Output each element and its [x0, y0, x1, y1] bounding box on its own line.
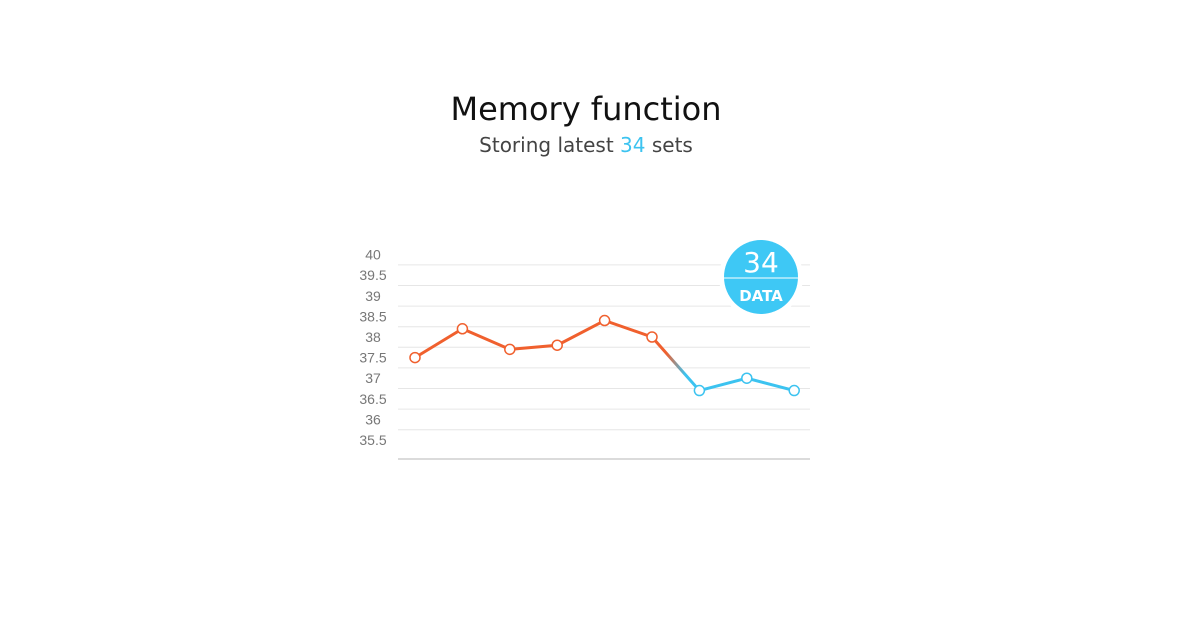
- series-segment: [460, 327, 512, 351]
- data-point: [504, 343, 516, 356]
- y-tick-label: 37: [365, 370, 381, 386]
- data-point: [788, 384, 800, 397]
- data-point: [551, 339, 563, 351]
- badge-label: DATA: [739, 287, 783, 305]
- y-tick-label: 39: [365, 288, 381, 304]
- data-point: [456, 323, 469, 335]
- series-segment: [650, 335, 701, 393]
- data-point: [646, 331, 658, 343]
- series-segment: [697, 376, 749, 393]
- page-subtitle: Storing latest 34 sets: [479, 133, 693, 157]
- badge-number: 34: [743, 246, 779, 279]
- y-tick-label: 38.5: [359, 308, 386, 324]
- data-point: [741, 372, 753, 384]
- data-point: [409, 351, 421, 364]
- data-badge: [724, 240, 798, 314]
- data-point: [693, 384, 706, 397]
- data-point: [598, 314, 611, 327]
- page-title: Memory function: [450, 90, 722, 128]
- y-tick-label: 38: [365, 329, 381, 345]
- y-tick-label: 37.5: [359, 350, 386, 366]
- series-segment: [603, 319, 654, 339]
- y-tick-label: 36: [365, 411, 381, 427]
- subtitle-count: 34: [620, 133, 646, 157]
- series-segment: [555, 319, 607, 347]
- y-tick-label: 40: [365, 247, 381, 263]
- y-tick-label: 35.5: [359, 432, 386, 448]
- y-tick-label: 36.5: [359, 391, 386, 407]
- y-tick-label: 39.5: [359, 267, 386, 283]
- series-segment: [508, 343, 559, 351]
- series-segment: [413, 327, 464, 360]
- series-segment: [745, 376, 796, 393]
